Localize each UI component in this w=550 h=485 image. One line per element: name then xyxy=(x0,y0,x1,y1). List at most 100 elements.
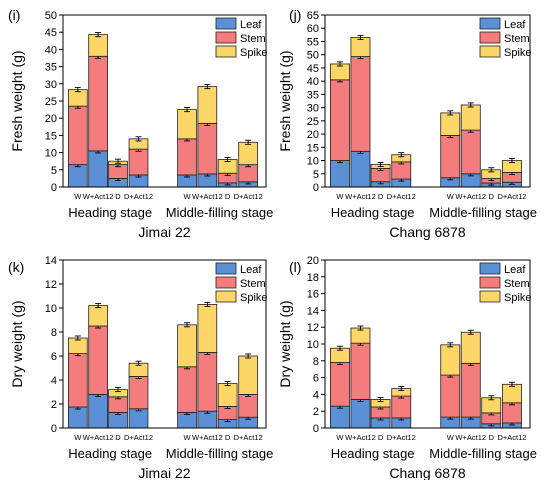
cultivar-label: Jimai 22 xyxy=(138,224,190,240)
y-tick-label: 10 xyxy=(45,303,57,315)
bar-segment-stem xyxy=(350,56,371,152)
legend-swatch-spike xyxy=(479,290,501,303)
x-tick-label: D+Act12 xyxy=(124,192,153,201)
x-tick-label: W xyxy=(336,192,344,201)
bar-segment-spike xyxy=(502,383,522,404)
x-tick-label: W+Act12 xyxy=(192,192,223,201)
bar-segment-spike xyxy=(197,86,218,124)
bar-segment-spike xyxy=(238,355,258,395)
bar-segment-leaf xyxy=(350,150,371,188)
bar-segment-leaf xyxy=(67,406,88,429)
x-tick-label: W+Act12 xyxy=(192,433,223,442)
x-tick-label: D+Act12 xyxy=(124,433,153,442)
bar-segment-leaf xyxy=(88,393,108,429)
y-tick-label: 0 xyxy=(51,423,57,435)
y-axis-label: Fresh weight (g) xyxy=(9,50,25,151)
bar-segment-stem xyxy=(88,325,108,395)
panel-label: (i) xyxy=(8,7,20,23)
bar-segment-leaf xyxy=(330,160,350,188)
bar-segment-spike xyxy=(197,303,218,353)
legend-label: Leaf xyxy=(240,19,262,31)
x-tick-label: W+Act12 xyxy=(455,433,486,442)
x-tick-label: D xyxy=(378,192,384,201)
panel-label: (j) xyxy=(289,7,301,23)
legend-label: Spike xyxy=(240,47,268,59)
bar-segment-leaf xyxy=(350,399,371,429)
bar-segment-stem xyxy=(440,374,461,418)
bar-segment-stem xyxy=(391,161,412,180)
bar-segment-leaf xyxy=(67,164,88,188)
y-tick-label: 16 xyxy=(307,289,319,301)
y-tick-label: 6 xyxy=(313,373,319,385)
y-tick-label: 2 xyxy=(313,406,319,418)
x-tick-label: D+Act12 xyxy=(497,433,526,442)
legend-swatch-leaf xyxy=(215,262,237,275)
x-tick-label: W+Act12 xyxy=(455,192,486,201)
bar-segment-spike xyxy=(88,34,108,57)
bar-segment-stem xyxy=(238,164,258,183)
chart-panel: (l)W W+Act12 D D+Act12 W W+Act12 D D+Act1202468… xyxy=(277,255,537,481)
bar-segment-stem xyxy=(330,362,350,407)
legend-label: Spike xyxy=(504,292,532,304)
x-tick-label: D xyxy=(225,433,231,442)
legend-label: Stem xyxy=(240,278,266,290)
bar-segment-spike xyxy=(460,331,481,364)
y-tick-label: 15 xyxy=(307,142,319,154)
y-tick-label: 65 xyxy=(307,10,319,22)
y-tick-label: 20 xyxy=(307,255,319,267)
legend-swatch-stem xyxy=(479,276,501,289)
y-tick-label: 12 xyxy=(45,279,57,291)
x-tick-label: W+Act12 xyxy=(345,192,376,201)
bar-segment-stem xyxy=(238,393,258,418)
bar-segment-stem xyxy=(330,79,350,161)
legend-swatch-leaf xyxy=(479,17,501,30)
y-tick-label: 25 xyxy=(45,96,57,108)
legend-label: Leaf xyxy=(504,19,526,31)
x-tick-label: W xyxy=(336,433,344,442)
y-axis-label: Fresh weight (g) xyxy=(277,50,293,151)
chart-panel: (k)W W+Act12 D D+Act12 W W+Act12 D D+Act1202468… xyxy=(8,255,273,481)
bar-segment-leaf xyxy=(88,150,108,188)
y-tick-label: 14 xyxy=(45,255,57,267)
y-tick-label: 35 xyxy=(307,89,319,101)
y-tick-label: 4 xyxy=(51,375,57,387)
x-tick-label: D xyxy=(489,192,495,201)
group-label: Middle-filling stage xyxy=(429,446,537,461)
x-tick-label: W xyxy=(74,433,82,442)
bar-segment-spike xyxy=(460,104,481,131)
bar-segment-stem xyxy=(67,105,88,166)
bar-segment-stem xyxy=(460,129,481,175)
x-tick-label: D xyxy=(115,433,121,442)
x-tick-label: D xyxy=(489,433,495,442)
y-axis-label: Dry weight (g) xyxy=(9,300,25,387)
panel-label: (l) xyxy=(289,259,301,275)
y-tick-label: 30 xyxy=(307,103,319,115)
group-label: Heading stage xyxy=(331,205,415,220)
y-tick-label: 25 xyxy=(307,116,319,128)
bar-segment-stem xyxy=(440,134,461,179)
y-tick-label: 4 xyxy=(313,389,319,401)
bar-segment-spike xyxy=(350,37,371,57)
cultivar-label: Chang 6878 xyxy=(389,224,466,240)
group-label: Middle-filling stage xyxy=(166,205,274,220)
y-tick-label: 50 xyxy=(45,10,57,22)
group-label: Heading stage xyxy=(331,446,415,461)
y-tick-label: 30 xyxy=(45,79,57,91)
chart-panel: (i)W W+Act12 D D+Act12 W W+Act12 D D+Act1205101… xyxy=(8,7,273,240)
bar-segment-spike xyxy=(88,305,108,327)
panel-label: (k) xyxy=(8,259,24,275)
x-tick-label: W+Act12 xyxy=(83,433,114,442)
x-tick-label: D+Act12 xyxy=(387,192,416,201)
y-tick-label: 40 xyxy=(307,76,319,88)
legend-swatch-leaf xyxy=(479,262,501,275)
y-tick-label: 0 xyxy=(313,423,319,435)
bar-segment-stem xyxy=(177,138,197,176)
y-tick-label: 40 xyxy=(45,44,57,56)
y-tick-label: 6 xyxy=(51,351,57,363)
y-tick-label: 45 xyxy=(45,27,57,39)
legend-label: Leaf xyxy=(240,264,262,276)
x-tick-label: W+Act12 xyxy=(345,433,376,442)
bar-segment-stem xyxy=(391,395,412,419)
